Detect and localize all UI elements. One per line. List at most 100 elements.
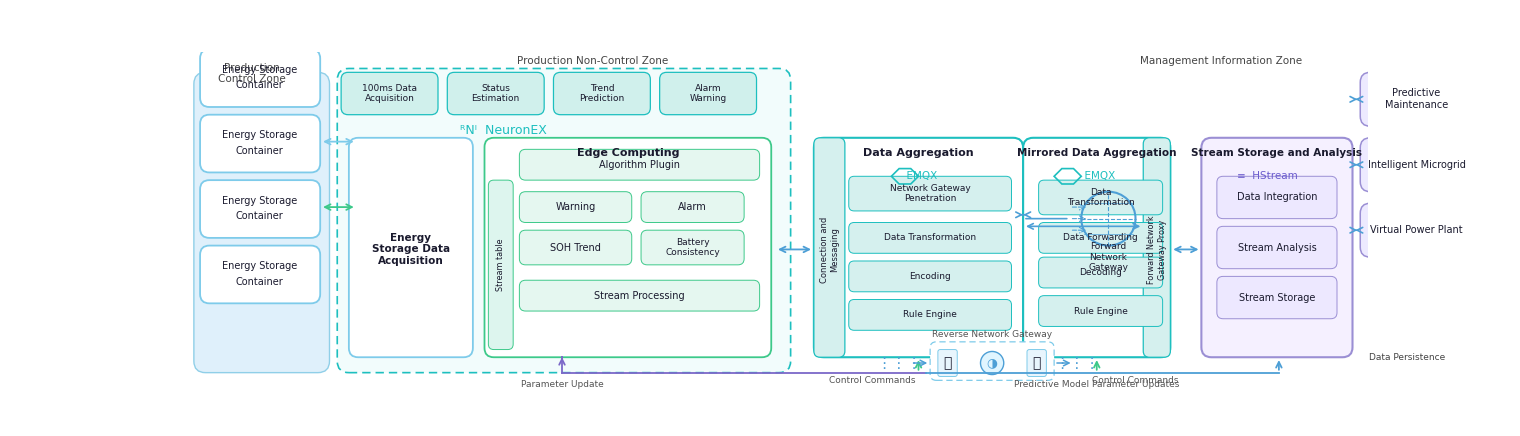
FancyBboxPatch shape xyxy=(1360,203,1473,257)
FancyBboxPatch shape xyxy=(1360,72,1473,126)
Text: Reverse Network Gateway: Reverse Network Gateway xyxy=(932,330,1052,339)
FancyBboxPatch shape xyxy=(930,342,1055,380)
Text: 📄: 📄 xyxy=(1032,356,1041,370)
FancyBboxPatch shape xyxy=(848,300,1011,330)
FancyBboxPatch shape xyxy=(848,261,1011,292)
Text: Data Forwarding: Data Forwarding xyxy=(1064,233,1138,242)
FancyBboxPatch shape xyxy=(201,115,321,173)
Text: EMQX: EMQX xyxy=(1078,171,1116,181)
FancyBboxPatch shape xyxy=(813,138,1023,357)
Text: Energy Storage: Energy Storage xyxy=(222,196,298,206)
Text: Energy Storage: Energy Storage xyxy=(222,65,298,75)
FancyBboxPatch shape xyxy=(1038,257,1163,288)
Text: Alarm: Alarm xyxy=(678,202,707,212)
FancyBboxPatch shape xyxy=(1218,276,1338,319)
Text: ᴿNᴵ  NeuronEX: ᴿNᴵ NeuronEX xyxy=(461,123,547,136)
Text: Virtual Power Plant: Virtual Power Plant xyxy=(1370,225,1462,235)
Text: SOH Trend: SOH Trend xyxy=(550,242,600,252)
FancyBboxPatch shape xyxy=(848,176,1011,211)
FancyBboxPatch shape xyxy=(553,72,651,115)
FancyBboxPatch shape xyxy=(1038,222,1163,253)
FancyBboxPatch shape xyxy=(520,192,632,222)
Text: Data Transformation: Data Transformation xyxy=(885,233,976,242)
Text: ⋮⋮⋮: ⋮⋮⋮ xyxy=(1055,355,1100,371)
Text: Encoding: Encoding xyxy=(909,272,952,281)
Text: Production: Production xyxy=(223,64,280,74)
Text: Predictive
Maintenance: Predictive Maintenance xyxy=(1385,89,1449,110)
FancyBboxPatch shape xyxy=(337,68,790,373)
FancyBboxPatch shape xyxy=(1218,176,1338,218)
Text: ◑: ◑ xyxy=(986,357,997,370)
Ellipse shape xyxy=(1388,336,1426,347)
FancyBboxPatch shape xyxy=(520,280,760,311)
Text: Connection and
Messaging: Connection and Messaging xyxy=(819,216,839,283)
Text: Trend
Prediction: Trend Prediction xyxy=(579,84,625,103)
Text: Parameter Update: Parameter Update xyxy=(521,380,603,388)
FancyBboxPatch shape xyxy=(1143,138,1170,357)
Text: Battery
Consistency: Battery Consistency xyxy=(666,238,720,257)
Text: Mirrored Data Aggregation: Mirrored Data Aggregation xyxy=(1017,148,1176,158)
Text: Stream Storage and Analysis: Stream Storage and Analysis xyxy=(1192,148,1362,158)
FancyBboxPatch shape xyxy=(641,230,745,265)
Text: EMQX: EMQX xyxy=(900,171,938,181)
Text: Control Commands: Control Commands xyxy=(828,376,915,385)
Text: Edge Computing: Edge Computing xyxy=(576,148,679,158)
FancyBboxPatch shape xyxy=(340,72,438,115)
Text: Container: Container xyxy=(236,277,284,287)
FancyBboxPatch shape xyxy=(520,150,760,180)
FancyBboxPatch shape xyxy=(1028,350,1046,377)
Text: Decoding: Decoding xyxy=(1079,268,1122,277)
FancyBboxPatch shape xyxy=(201,49,321,107)
Text: Stream Storage: Stream Storage xyxy=(1239,293,1315,303)
Text: 100ms Data
Acquisition: 100ms Data Acquisition xyxy=(362,84,416,103)
Text: Rule Engine: Rule Engine xyxy=(903,310,958,320)
FancyBboxPatch shape xyxy=(447,72,544,115)
FancyBboxPatch shape xyxy=(201,245,321,303)
FancyBboxPatch shape xyxy=(520,230,632,265)
Text: Stream Processing: Stream Processing xyxy=(594,291,686,301)
FancyBboxPatch shape xyxy=(1201,138,1353,357)
FancyBboxPatch shape xyxy=(813,138,845,357)
Text: Warning: Warning xyxy=(555,202,596,212)
Text: Container: Container xyxy=(236,211,284,221)
Text: Data Persistence: Data Persistence xyxy=(1368,353,1446,362)
FancyBboxPatch shape xyxy=(488,180,514,350)
FancyBboxPatch shape xyxy=(1023,138,1170,357)
FancyBboxPatch shape xyxy=(1038,180,1163,215)
FancyBboxPatch shape xyxy=(848,222,1011,253)
FancyBboxPatch shape xyxy=(195,72,330,373)
Text: Algorithm Plugin: Algorithm Plugin xyxy=(599,160,679,170)
Text: Energy Storage: Energy Storage xyxy=(222,261,298,271)
Text: Container: Container xyxy=(236,80,284,90)
Text: Predictive Model Parameter Updates: Predictive Model Parameter Updates xyxy=(1014,380,1180,388)
FancyBboxPatch shape xyxy=(641,192,745,222)
Text: Status
Estimation: Status Estimation xyxy=(471,84,520,103)
Text: Data Aggregation: Data Aggregation xyxy=(863,148,974,158)
FancyBboxPatch shape xyxy=(485,138,771,357)
Text: Management Information Zone: Management Information Zone xyxy=(1140,56,1301,66)
Text: Forward
Network
Gateway: Forward Network Gateway xyxy=(1088,242,1128,272)
Text: Container: Container xyxy=(236,146,284,156)
Text: Network Gateway
Penetration: Network Gateway Penetration xyxy=(889,184,970,203)
Text: Production Non-Control Zone: Production Non-Control Zone xyxy=(517,56,669,66)
FancyBboxPatch shape xyxy=(938,350,958,377)
Text: ⋮⋮⋮: ⋮⋮⋮ xyxy=(876,355,923,371)
Text: Energy Storage: Energy Storage xyxy=(222,130,298,140)
Text: Rule Engine: Rule Engine xyxy=(1073,307,1128,316)
FancyBboxPatch shape xyxy=(1038,296,1163,327)
FancyBboxPatch shape xyxy=(1388,311,1426,342)
Text: Stream Analysis: Stream Analysis xyxy=(1237,242,1316,252)
Text: Control Zone: Control Zone xyxy=(219,74,286,84)
Text: Data
Transformation: Data Transformation xyxy=(1067,188,1134,207)
FancyBboxPatch shape xyxy=(201,180,321,238)
Text: Forward Network
Gateway Proxy: Forward Network Gateway Proxy xyxy=(1148,215,1166,284)
Circle shape xyxy=(980,351,1003,375)
FancyBboxPatch shape xyxy=(660,72,757,115)
Text: Stream table: Stream table xyxy=(496,238,505,291)
Text: Data Integration: Data Integration xyxy=(1237,192,1318,202)
Text: Control Commands: Control Commands xyxy=(1093,376,1178,385)
FancyBboxPatch shape xyxy=(1360,138,1473,192)
Text: 📄: 📄 xyxy=(944,356,952,370)
Text: Intelligent Microgrid: Intelligent Microgrid xyxy=(1368,160,1465,170)
Text: ≡  HStream: ≡ HStream xyxy=(1237,171,1298,181)
